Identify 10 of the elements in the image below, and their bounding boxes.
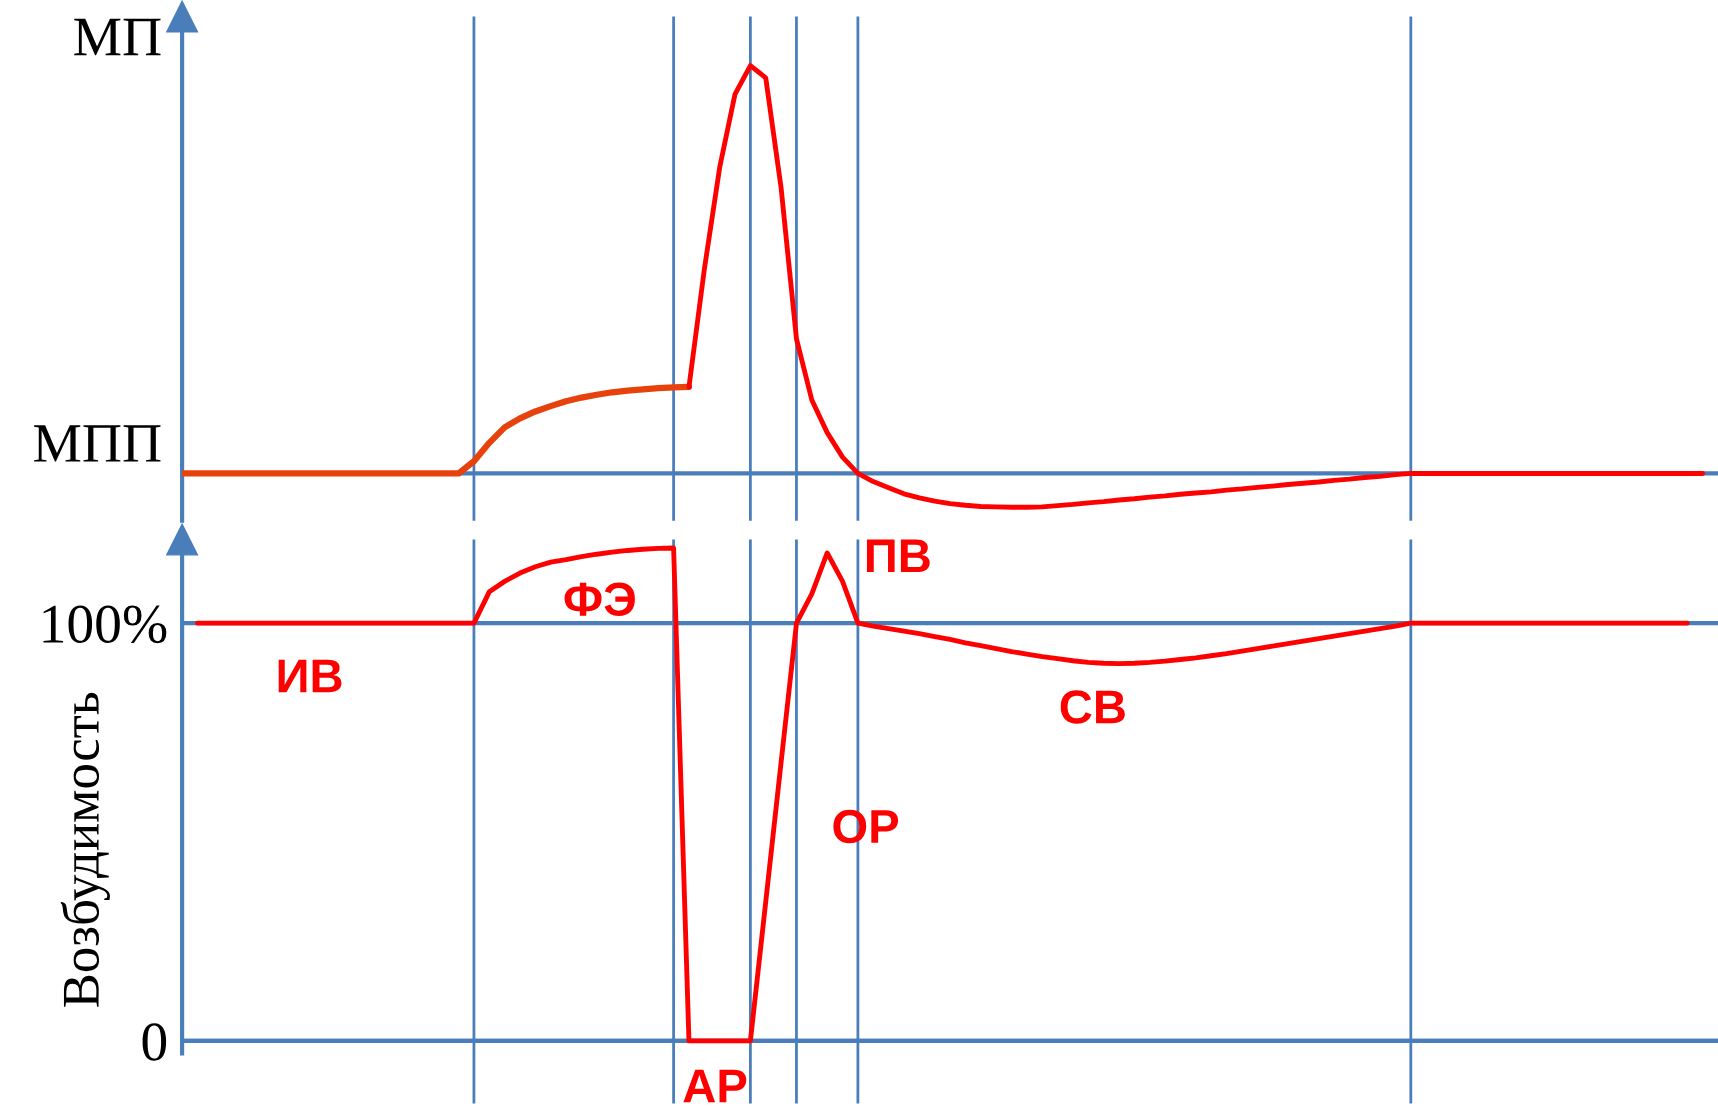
y-tick-label: 100% [43, 605, 167, 644]
annotation: АР [683, 1069, 747, 1103]
annotation: СВ [1060, 690, 1125, 724]
y-axis-title: МП [74, 18, 161, 56]
ref-line-label: МПП [34, 425, 161, 462]
y-tick-label: 0 [142, 1023, 167, 1061]
annotation: ИВ [278, 659, 342, 693]
annotation: ФЭ [564, 582, 635, 616]
annotation: ПВ [866, 539, 930, 573]
y-axis-title: Возбудимость [60, 692, 110, 1007]
